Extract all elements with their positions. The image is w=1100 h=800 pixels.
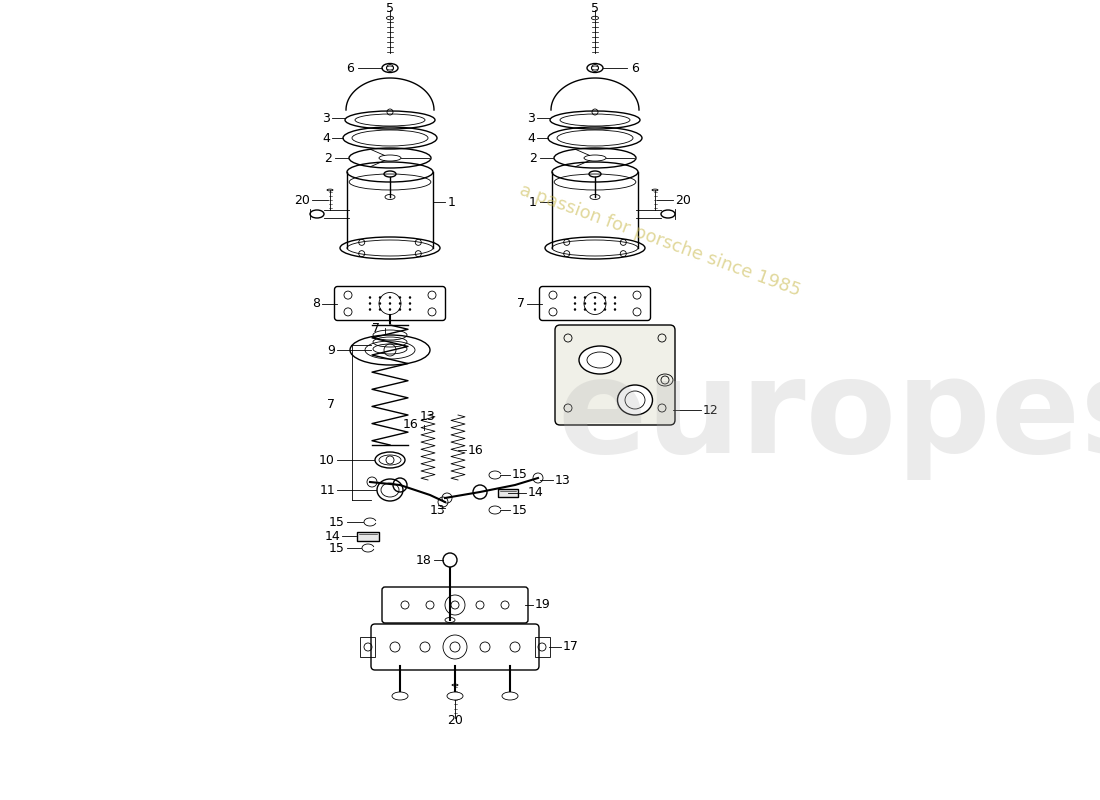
Text: 10: 10	[319, 454, 336, 466]
Text: a passion for porsche since 1985: a passion for porsche since 1985	[517, 181, 803, 299]
Text: 20: 20	[447, 714, 463, 726]
Text: 4: 4	[527, 131, 535, 145]
Circle shape	[584, 309, 586, 310]
Text: 1: 1	[448, 195, 455, 209]
Text: 5: 5	[386, 2, 394, 14]
Circle shape	[399, 302, 402, 305]
Text: europes: europes	[557, 353, 1100, 479]
Text: 19: 19	[535, 598, 551, 611]
Ellipse shape	[617, 385, 652, 415]
Text: 16: 16	[403, 418, 418, 431]
Circle shape	[584, 297, 586, 298]
Text: 8: 8	[312, 297, 320, 310]
Bar	[358, 531, 379, 541]
Bar	[535, 637, 550, 657]
Text: 17: 17	[563, 641, 579, 654]
Circle shape	[409, 309, 411, 310]
Circle shape	[604, 309, 606, 310]
Circle shape	[594, 297, 596, 298]
Circle shape	[594, 309, 596, 310]
Circle shape	[379, 309, 381, 310]
Circle shape	[409, 302, 411, 305]
Circle shape	[389, 302, 390, 305]
Text: 4: 4	[322, 131, 330, 145]
Circle shape	[389, 309, 390, 310]
Ellipse shape	[447, 692, 463, 700]
Circle shape	[574, 302, 576, 305]
Text: 20: 20	[675, 194, 691, 206]
Text: 1: 1	[529, 195, 537, 209]
Text: 13: 13	[430, 503, 446, 517]
Text: 15: 15	[512, 469, 528, 482]
Circle shape	[399, 297, 402, 298]
Circle shape	[368, 297, 371, 298]
Text: 6: 6	[346, 62, 354, 74]
Text: 11: 11	[319, 483, 336, 497]
Circle shape	[379, 297, 381, 298]
Circle shape	[399, 309, 402, 310]
Text: 20: 20	[294, 194, 310, 206]
Circle shape	[443, 553, 456, 567]
Text: 3: 3	[527, 111, 535, 125]
Text: 14: 14	[528, 486, 543, 499]
Text: 2: 2	[529, 151, 537, 165]
Text: 3: 3	[322, 111, 330, 125]
Circle shape	[574, 309, 576, 310]
Circle shape	[604, 302, 606, 305]
Text: 9: 9	[327, 343, 336, 357]
Circle shape	[389, 297, 390, 298]
Text: 18: 18	[416, 554, 432, 566]
FancyBboxPatch shape	[382, 587, 528, 623]
Bar	[498, 489, 518, 497]
Circle shape	[368, 302, 371, 305]
Circle shape	[409, 297, 411, 298]
Circle shape	[594, 302, 596, 305]
Text: 13: 13	[420, 410, 436, 423]
Text: 15: 15	[329, 515, 345, 529]
Text: 14: 14	[324, 530, 340, 542]
Text: 2: 2	[324, 151, 332, 165]
Text: 15: 15	[512, 503, 528, 517]
Circle shape	[614, 309, 616, 310]
Text: 7: 7	[327, 398, 336, 411]
Ellipse shape	[579, 346, 621, 374]
Circle shape	[574, 297, 576, 298]
Circle shape	[379, 302, 381, 305]
Text: 15: 15	[329, 542, 345, 554]
Circle shape	[614, 297, 616, 298]
Text: 13: 13	[556, 474, 571, 486]
FancyBboxPatch shape	[371, 624, 539, 670]
Text: 7: 7	[517, 297, 525, 310]
Circle shape	[604, 297, 606, 298]
Text: 5: 5	[591, 2, 600, 14]
Text: 16: 16	[468, 443, 484, 457]
Text: 6: 6	[631, 62, 639, 74]
Circle shape	[614, 302, 616, 305]
Text: 7: 7	[372, 322, 379, 335]
FancyBboxPatch shape	[556, 325, 675, 425]
Bar	[360, 637, 375, 657]
Ellipse shape	[502, 692, 518, 700]
Circle shape	[584, 302, 586, 305]
Text: 12: 12	[703, 403, 718, 417]
Circle shape	[368, 309, 371, 310]
Ellipse shape	[392, 692, 408, 700]
